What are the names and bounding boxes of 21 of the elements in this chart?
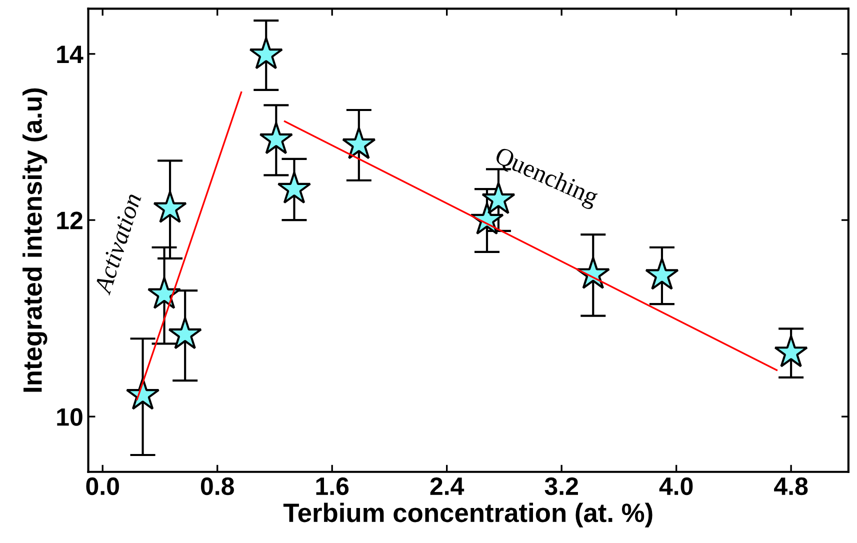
x-tick-label: 2.4	[430, 477, 464, 495]
point	[259, 122, 294, 154]
x-tick-label: 3.2	[544, 477, 578, 496]
point	[153, 190, 187, 223]
point	[168, 316, 202, 350]
x-tick-label: 4.0	[659, 477, 693, 496]
y-tick-label: 12	[57, 212, 82, 230]
y-axis-title: Integrated intensity (a.u)	[22, 88, 48, 392]
point	[147, 276, 182, 309]
y-tick-label: 10	[57, 408, 82, 426]
point	[249, 36, 284, 70]
x-tick-label: 0.8	[200, 477, 234, 496]
point	[774, 335, 808, 368]
point	[277, 171, 312, 204]
x-tick-label: 1.6	[316, 477, 349, 496]
point	[342, 126, 376, 160]
y-tick-label: 14	[57, 46, 84, 63]
x-tick-label: 0.0	[86, 477, 119, 496]
point	[645, 258, 679, 290]
x-axis-title: Terbium concentration (at. %)	[283, 502, 652, 528]
x-tick-label: 4.8	[774, 477, 808, 496]
